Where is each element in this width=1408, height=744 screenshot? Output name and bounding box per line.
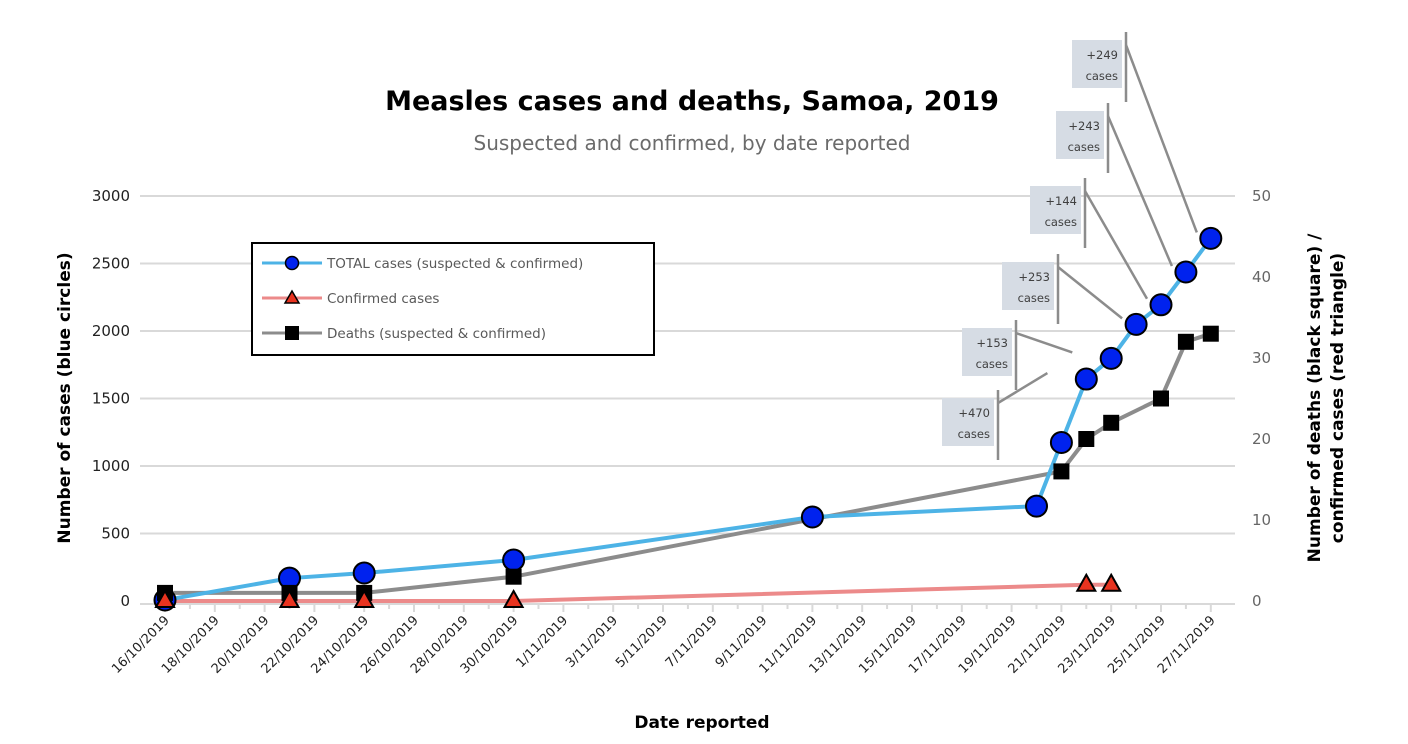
x-axis-title: Date reported bbox=[634, 713, 769, 733]
data-point-total bbox=[1099, 346, 1123, 370]
annotation-leader-line bbox=[1057, 266, 1123, 320]
x-tick-label: 3/11/2019 bbox=[563, 613, 621, 671]
series-line-2 bbox=[165, 331, 1212, 595]
data-point-total bbox=[1124, 312, 1148, 336]
annotation-unit: cases bbox=[1068, 140, 1100, 154]
annotation-value: +253 bbox=[1018, 270, 1050, 284]
annotation-leader-line bbox=[1083, 190, 1149, 300]
data-point-deaths bbox=[1177, 333, 1194, 350]
annotation-unit: cases bbox=[1045, 215, 1077, 229]
data-point-confirmed bbox=[502, 588, 525, 608]
data-point-deaths bbox=[505, 568, 522, 585]
data-point-total bbox=[1025, 494, 1048, 518]
y-tick-label: 500 bbox=[101, 525, 130, 543]
x-tick-label: 5/11/2019 bbox=[613, 613, 671, 671]
data-point-total bbox=[1049, 431, 1073, 455]
data-point-deaths bbox=[1053, 463, 1070, 480]
annotation-box bbox=[1056, 111, 1104, 159]
y2-tick-label: 30 bbox=[1252, 349, 1271, 367]
legend-label-deaths: Deaths (suspected & confirmed) bbox=[327, 326, 546, 342]
annotation-value: +243 bbox=[1068, 119, 1100, 133]
annotation-leader-line bbox=[1106, 115, 1174, 267]
data-point-confirmed bbox=[1100, 572, 1122, 592]
x-tick-label: 1/11/2019 bbox=[513, 613, 571, 671]
legend-item-deaths: Deaths (suspected & confirmed) bbox=[262, 326, 546, 342]
annotation-leader-line bbox=[1124, 44, 1198, 233]
data-point-deaths bbox=[1153, 390, 1169, 407]
y-tick-label: 2500 bbox=[92, 255, 130, 273]
data-point-total bbox=[1149, 293, 1173, 317]
legend-item-confirmed: Confirmed cases bbox=[262, 289, 439, 307]
annotation-callout: +249 cases bbox=[1072, 32, 1198, 233]
y2-tick-label: 0 bbox=[1252, 592, 1262, 610]
annotation-unit: cases bbox=[1018, 291, 1050, 305]
data-point-confirmed bbox=[154, 588, 176, 608]
triangle-marker-icon bbox=[283, 289, 301, 304]
annotation-box bbox=[1072, 40, 1122, 88]
series bbox=[153, 226, 1223, 612]
annotation-unit: cases bbox=[976, 357, 1008, 371]
data-point-deaths bbox=[1078, 431, 1095, 447]
legend-label-total: TOTAL cases (suspected & confirmed) bbox=[326, 256, 583, 272]
annotation-value: +144 bbox=[1045, 194, 1077, 208]
annotation-box bbox=[962, 328, 1012, 376]
annotation-value: +153 bbox=[976, 336, 1008, 350]
annotation-unit: cases bbox=[1086, 69, 1118, 83]
x-tick-label: 7/11/2019 bbox=[663, 613, 721, 671]
y-tick-label: 3000 bbox=[92, 187, 130, 205]
y-tick-label: 0 bbox=[120, 592, 130, 610]
legend-label-confirmed: Confirmed cases bbox=[327, 291, 439, 307]
y-tick-label: 1000 bbox=[92, 457, 130, 475]
annotation-leader-line bbox=[997, 371, 1049, 405]
legend: TOTAL cases (suspected & confirmed) Conf… bbox=[251, 242, 655, 356]
y-tick-label: 2000 bbox=[92, 322, 130, 340]
y-tick-label: 1500 bbox=[92, 390, 130, 408]
chart-title: Measles cases and deaths, Samoa, 2019 bbox=[385, 86, 999, 117]
annotation-box bbox=[1030, 186, 1081, 234]
annotation-box bbox=[942, 398, 994, 446]
data-point-confirmed bbox=[278, 588, 301, 608]
y2-axis-title-line1: Number of deaths (black square) / bbox=[1305, 233, 1325, 562]
annotation-unit: cases bbox=[958, 427, 990, 441]
y2-tick-label: 40 bbox=[1252, 268, 1271, 286]
circle-marker-icon bbox=[284, 255, 300, 271]
annotation-callout: +153 cases bbox=[962, 320, 1073, 390]
y2-tick-label: 10 bbox=[1252, 511, 1271, 529]
data-point-deaths bbox=[1103, 414, 1120, 431]
annotations: +470cases+153cases+253cases+144cases+243… bbox=[942, 32, 1198, 460]
y2-tick-label: 20 bbox=[1252, 430, 1271, 448]
annotation-box bbox=[1002, 262, 1054, 310]
annotation-callout: +470 cases bbox=[942, 371, 1049, 460]
square-marker-icon bbox=[285, 326, 299, 340]
annotation-callout: +144 cases bbox=[1030, 178, 1149, 300]
chart-subtitle: Suspected and confirmed, by date reporte… bbox=[474, 131, 911, 155]
data-point-deaths bbox=[1202, 325, 1219, 342]
data-point-confirmed bbox=[1075, 572, 1098, 592]
annotation-leader-line bbox=[1015, 331, 1073, 354]
y2-tick-label: 50 bbox=[1252, 187, 1271, 205]
data-point-total bbox=[502, 548, 526, 572]
data-point-confirmed bbox=[353, 588, 375, 608]
data-point-total bbox=[800, 505, 824, 529]
annotation-value: +249 bbox=[1086, 48, 1118, 62]
legend-item-total: TOTAL cases (suspected & confirmed) bbox=[262, 255, 583, 272]
annotation-callout: +243 cases bbox=[1056, 103, 1174, 267]
data-point-total bbox=[1199, 226, 1223, 250]
annotation-callout: +253 cases bbox=[1002, 254, 1123, 324]
data-point-total bbox=[1074, 367, 1098, 391]
y-axis-title: Number of cases (blue circles) bbox=[55, 252, 75, 543]
annotation-value: +470 bbox=[958, 406, 990, 420]
data-point-total bbox=[352, 561, 376, 585]
data-point-total bbox=[1174, 260, 1198, 284]
y2-axis-title-line2: confirmed cases (red triangle) bbox=[1328, 253, 1348, 543]
